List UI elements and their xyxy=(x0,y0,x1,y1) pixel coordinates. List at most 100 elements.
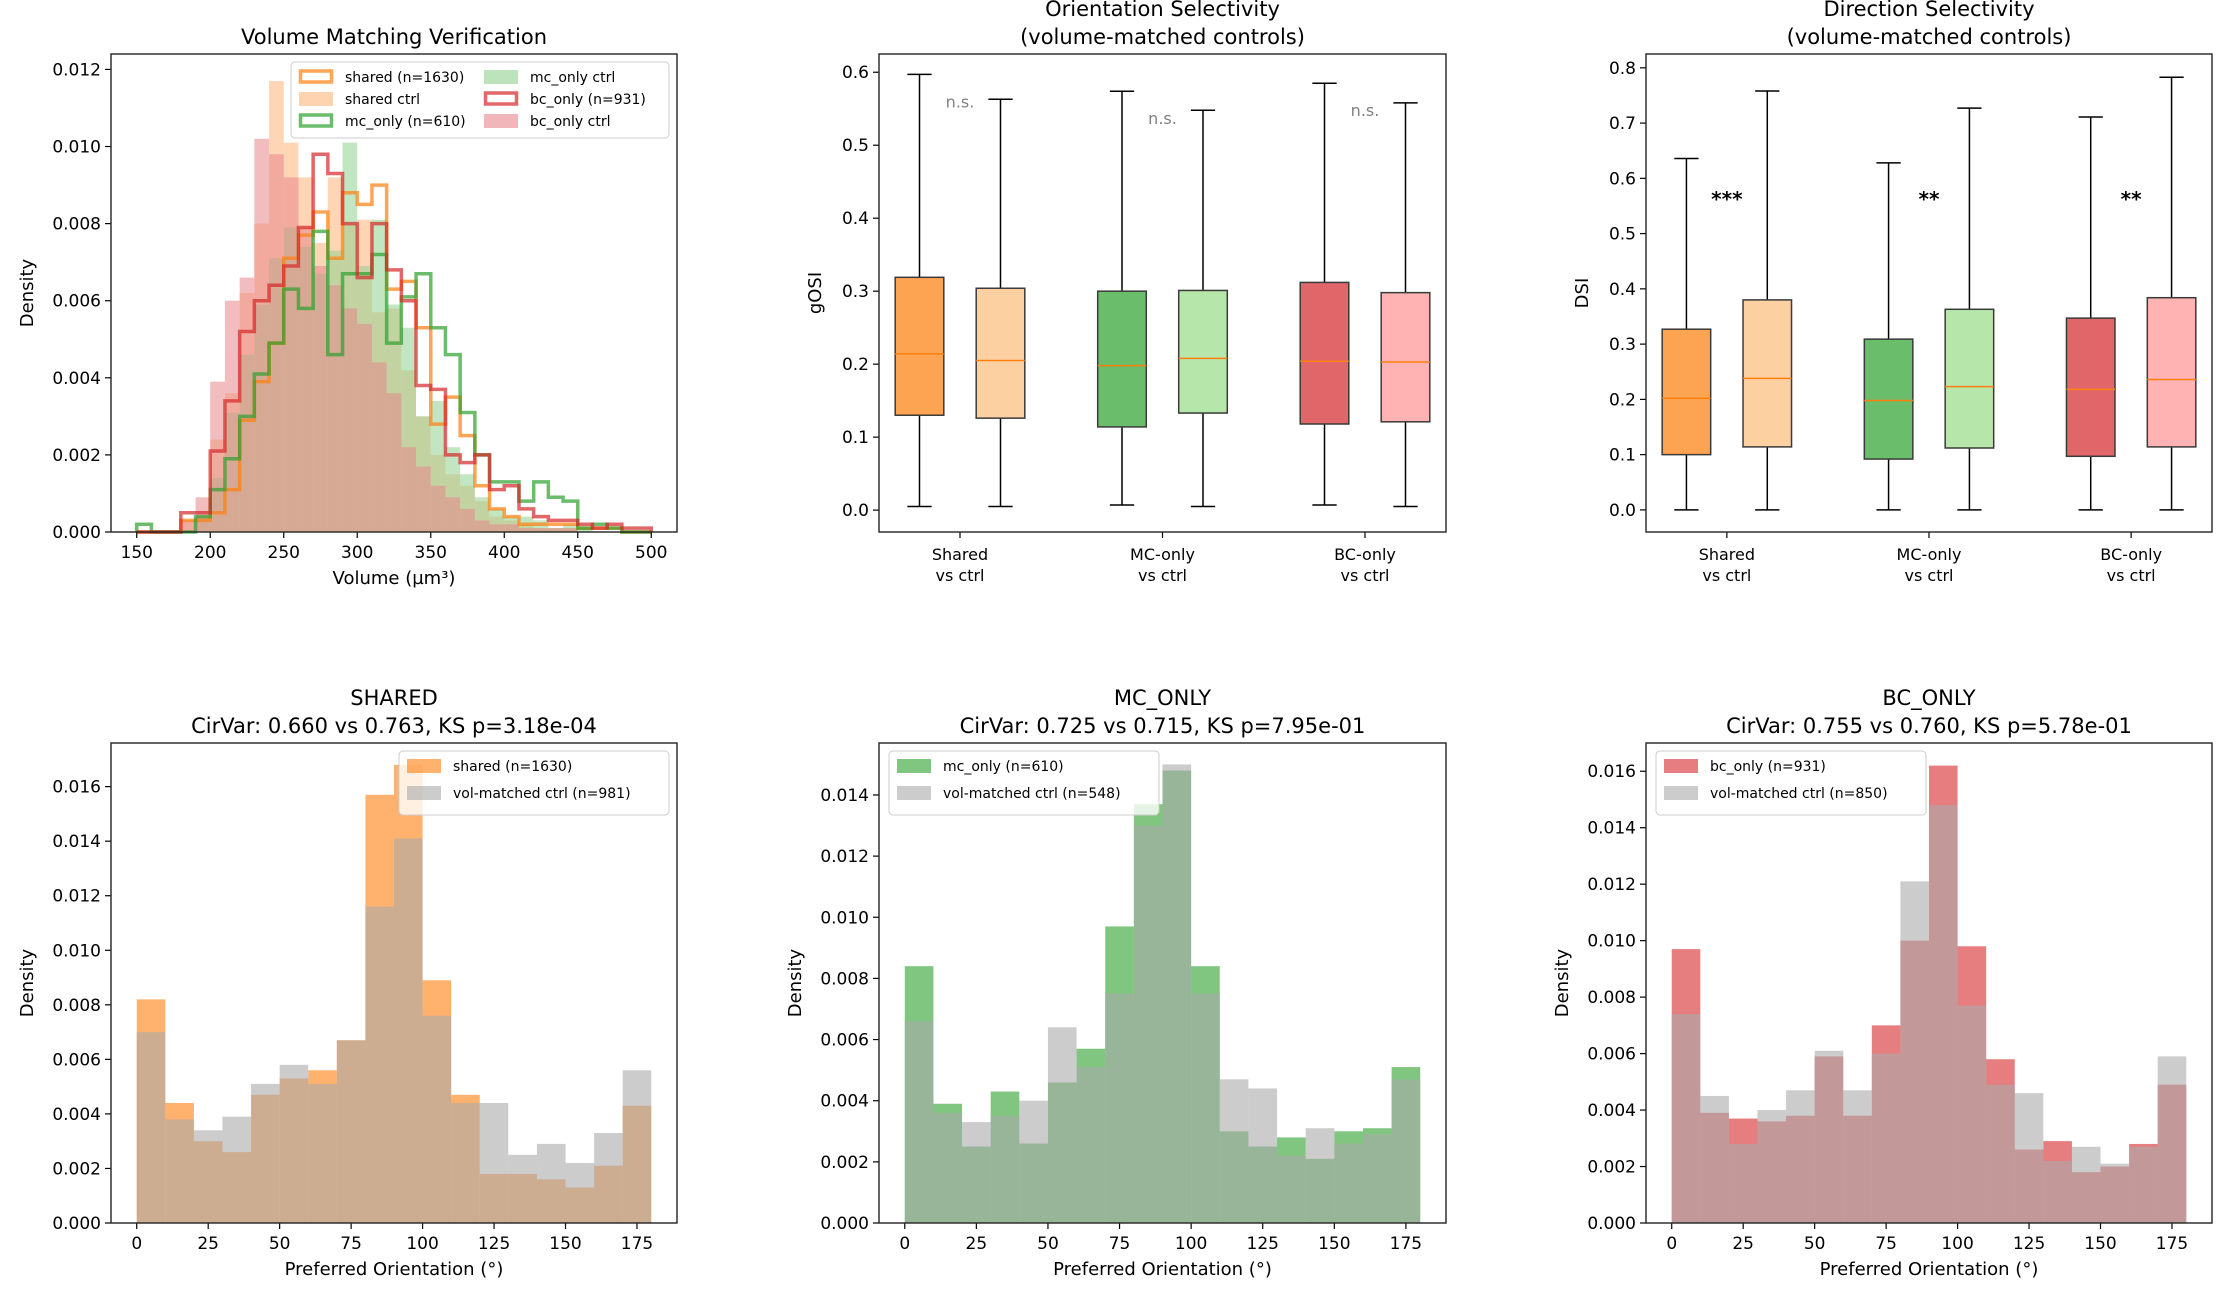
histogram-bar xyxy=(1162,764,1192,1223)
x-tick-label: 50 xyxy=(269,1234,291,1254)
legend-label: vol-matched ctrl (n=850) xyxy=(1710,786,1888,802)
y-tick-label: 0.002 xyxy=(820,1153,869,1173)
plot-area xyxy=(134,80,654,534)
x-tick-label: 25 xyxy=(197,1234,219,1254)
legend-swatch xyxy=(1664,759,1698,773)
histogram-bar xyxy=(313,266,328,532)
histogram-bar xyxy=(1391,1079,1421,1223)
y-tick-label: 0.014 xyxy=(820,786,869,806)
y-tick-label: 0.7 xyxy=(1609,114,1636,134)
histogram-bar xyxy=(1671,1014,1701,1223)
histogram-bar xyxy=(422,1015,452,1223)
chart-title: CirVar: 0.725 vs 0.715, KS p=7.95e-01 xyxy=(960,714,1366,738)
histogram-bar xyxy=(1305,1128,1335,1223)
y-tick-label: 0.1 xyxy=(1609,446,1636,466)
histogram-bar xyxy=(533,520,549,532)
x-tick-label: MC-only xyxy=(1897,545,1962,564)
histogram-bar xyxy=(445,497,461,532)
legend-swatch xyxy=(484,114,518,128)
x-tick-label: 250 xyxy=(268,543,300,563)
y-tick-label: 0.000 xyxy=(52,523,101,543)
y-tick-label: 0.3 xyxy=(842,282,869,302)
legend: shared (n=1630) vol-matched ctrl (n=981) xyxy=(398,750,670,816)
histogram-bar xyxy=(548,528,564,532)
y-tick-label: 0.2 xyxy=(842,355,869,375)
y-tick-label: 0.014 xyxy=(1587,819,1636,839)
x-tick-label: 100 xyxy=(406,1234,438,1254)
box-body xyxy=(1863,338,1914,460)
y-tick-label: 0.1 xyxy=(842,428,869,448)
x-tick-label: 300 xyxy=(341,543,373,563)
plot-area xyxy=(904,764,1421,1223)
box-group-3 xyxy=(2065,116,2116,511)
plot-area xyxy=(894,73,1431,508)
box-body xyxy=(1944,308,1995,449)
box-ctrl-1 xyxy=(975,98,1026,508)
y-tick-label: 0.5 xyxy=(842,136,869,156)
histogram-bar xyxy=(1700,1095,1729,1223)
x-tick-label: 25 xyxy=(966,1234,988,1254)
histogram-bar xyxy=(239,277,255,532)
x-tick-label: 500 xyxy=(635,543,667,563)
histogram-bar xyxy=(401,447,417,532)
histogram-bar xyxy=(1334,1143,1363,1223)
x-tick-label: 200 xyxy=(194,543,226,563)
histogram-bar xyxy=(1757,1110,1787,1223)
histogram-bar xyxy=(1133,825,1163,1223)
shared-orientation-histogram-panel: shared (n=1630) vol-matched ctrl (n=981) 0… xyxy=(17,686,678,1280)
histogram-bar xyxy=(1219,1079,1249,1223)
axes-frame xyxy=(110,742,678,1224)
box-ctrl-2 xyxy=(1944,107,1995,511)
box-body xyxy=(1380,291,1431,423)
significance-annotation: n.s. xyxy=(1351,101,1380,120)
y-tick-label: 0.006 xyxy=(820,1031,869,1051)
y-tick-label: 0.008 xyxy=(820,969,869,989)
y-tick-label: 0.8 xyxy=(1609,59,1636,79)
histogram-bar xyxy=(594,1133,623,1223)
histogram-bar xyxy=(474,520,490,532)
x-tick-label: 150 xyxy=(549,1234,581,1254)
histogram-bar xyxy=(416,466,431,532)
volume-histogram-panel: shared (n=1630) shared ctrl mc_only (n=610… xyxy=(17,25,678,589)
histogram-bar xyxy=(1814,1050,1844,1223)
histogram-bar xyxy=(2157,1056,2187,1223)
x-tick-label: 450 xyxy=(562,543,594,563)
x-tick-label: vs ctrl xyxy=(2107,566,2156,585)
significance-annotation: ** xyxy=(2121,187,2142,211)
box-ctrl-3 xyxy=(1380,102,1431,508)
y-tick-label: 0.000 xyxy=(820,1214,869,1234)
y-axis-label: Density xyxy=(17,948,38,1017)
x-axis-label: Preferred Orientation (°) xyxy=(1053,1259,1272,1280)
histogram-bar xyxy=(1786,1090,1815,1223)
x-tick-label: Shared xyxy=(1699,545,1755,564)
y-tick-label: 0.002 xyxy=(52,1159,101,1179)
box-body xyxy=(1177,289,1229,414)
histogram-bar xyxy=(222,1116,252,1223)
box-group-2 xyxy=(1863,162,1914,511)
x-tick-label: 125 xyxy=(478,1234,510,1254)
x-tick-label: 125 xyxy=(1247,1234,1279,1254)
histogram-bar xyxy=(254,138,270,532)
significance-annotation: n.s. xyxy=(946,92,975,111)
histogram-bar xyxy=(2129,1146,2158,1223)
y-tick-label: 0.008 xyxy=(52,996,101,1016)
histogram-bar xyxy=(2014,1093,2044,1223)
y-tick-label: 0.010 xyxy=(820,908,869,928)
histogram-bar xyxy=(508,1154,537,1223)
legend-label: bc_only ctrl xyxy=(530,114,610,130)
x-tick-label: 50 xyxy=(1037,1234,1059,1254)
y-axis-label: Density xyxy=(17,258,38,327)
x-axis-label: Preferred Orientation (°) xyxy=(1820,1259,2039,1280)
y-tick-label: 0.002 xyxy=(52,446,101,466)
legend-frame xyxy=(1655,750,1927,816)
x-axis-label: Volume (µm³) xyxy=(333,568,456,589)
x-tick-label: 100 xyxy=(1175,1234,1207,1254)
legend-label: bc_only (n=931) xyxy=(530,92,646,108)
x-tick-label: 175 xyxy=(1390,1234,1422,1254)
chart-title: SHARED xyxy=(350,686,438,710)
y-tick-label: 0.016 xyxy=(52,778,101,798)
x-tick-label: MC-only xyxy=(1130,545,1195,564)
x-tick-label: 175 xyxy=(621,1234,653,1254)
histogram-bar xyxy=(1900,881,1929,1223)
